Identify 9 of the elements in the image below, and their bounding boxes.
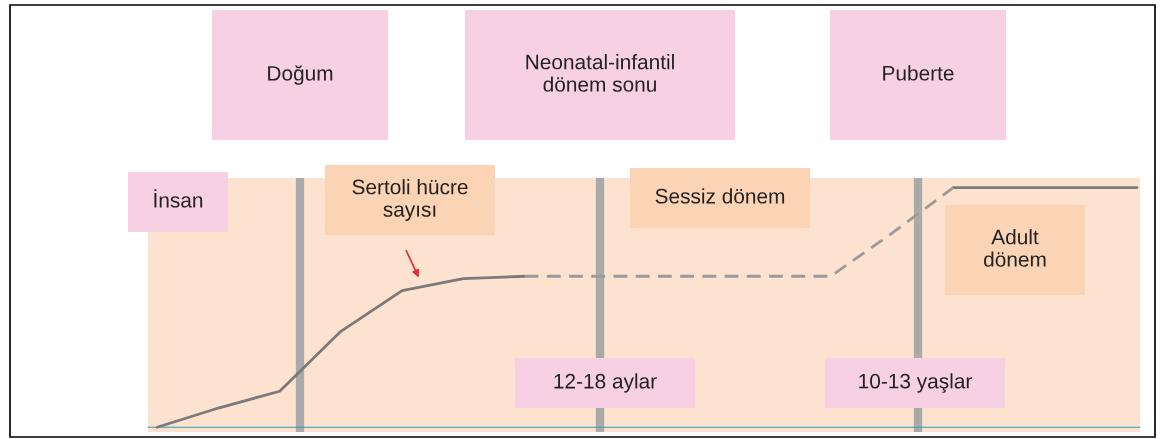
annotation: İnsan xyxy=(154,189,203,208)
annotation: Adult dönem xyxy=(984,229,1046,267)
annotation: Sertoli hücre sayısı xyxy=(352,179,468,221)
annotation: 12-18 aylar xyxy=(554,373,657,393)
text: Neonatal-infantil dönem sonu xyxy=(526,54,674,92)
annotation: 10-13 yaşlar xyxy=(859,373,972,393)
text: Doğum xyxy=(268,65,333,85)
annotation: Sessiz dönem xyxy=(655,188,785,204)
text: Puberte xyxy=(883,65,954,81)
